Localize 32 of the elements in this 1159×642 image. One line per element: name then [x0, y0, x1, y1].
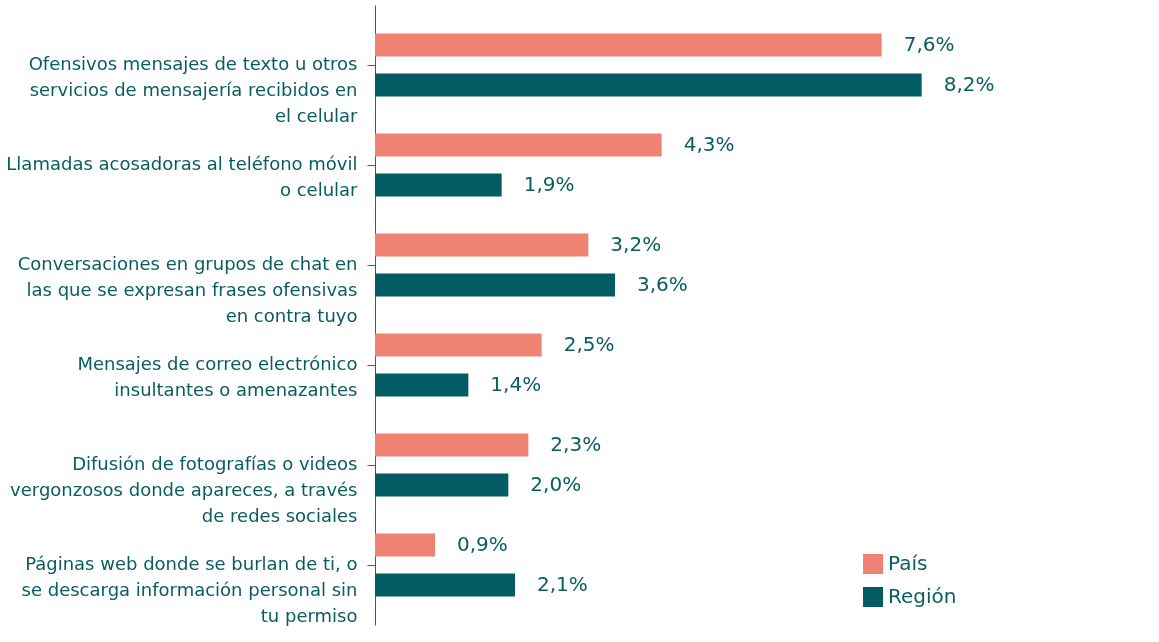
y-tick-label: Conversaciones en grupos de chat en las que se expresan frases ofensivas en contra tuyo: [17, 253, 358, 326]
data-label: 3,6%: [637, 272, 688, 296]
data-label: 1,4%: [490, 372, 542, 396]
bar: [375, 33, 882, 57]
data-label: 7,6%: [903, 32, 955, 56]
bar: [375, 233, 589, 257]
data-label: 2,1%: [537, 572, 588, 596]
bar: [375, 333, 542, 357]
y-tick-label: Páginas web donde se burlan de ti, o se descarga información personal sin tu permiso: [21, 553, 358, 626]
bar: [375, 73, 922, 97]
data-label: 8,2%: [943, 72, 995, 96]
data-label: 2,0%: [530, 472, 582, 496]
data-label: 3,2%: [610, 232, 662, 256]
y-tick-label: Mensajes de correo electrónico insultantes o amenazantes: [77, 353, 358, 400]
y-tick-label: Ofensivos mensajes de texto u otros servicios de mensajería recibidos en el celular: [28, 53, 359, 126]
bar: [375, 173, 502, 197]
legend-label: País: [888, 551, 928, 575]
data-label: 1,9%: [523, 172, 575, 196]
bar: [375, 473, 509, 497]
data-label: 2,3%: [550, 432, 602, 456]
bar: [375, 373, 469, 397]
bar: [375, 573, 515, 597]
data-label: 0,9%: [457, 532, 508, 556]
data-label: 2,5%: [563, 332, 615, 356]
bar: [375, 533, 435, 557]
y-tick-label: Llamadas acosadoras al teléfono móvil o celular: [6, 153, 359, 200]
bar: [375, 433, 529, 457]
bar: [375, 273, 615, 297]
y-tick-label: Difusión de fotografías o videos vergonzosos donde apareces, a través de redes sociales: [10, 453, 358, 526]
data-label: 4,3%: [683, 132, 735, 156]
bar: [375, 133, 662, 157]
legend-label: Región: [888, 584, 957, 608]
